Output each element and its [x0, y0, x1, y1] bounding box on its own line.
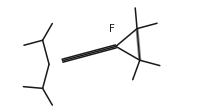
- Text: F: F: [109, 24, 115, 34]
